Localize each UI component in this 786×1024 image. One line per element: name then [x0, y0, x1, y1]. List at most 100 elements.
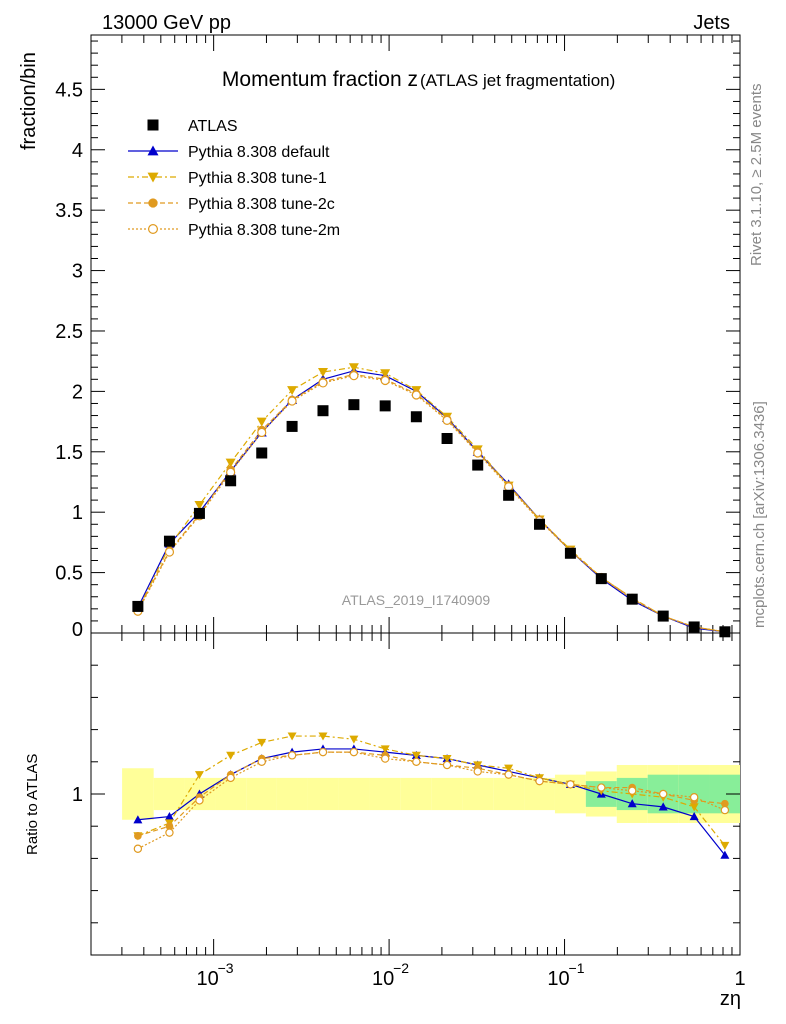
ratio-line-1 [137, 735, 726, 846]
ratio-0-point [627, 799, 637, 808]
y-tick-label: 4 [72, 140, 83, 162]
ratio-1-point [257, 738, 267, 747]
ratio-0-point [164, 812, 174, 821]
header-right: Jets [693, 12, 730, 34]
header-left: 13000 GeV pp [102, 12, 231, 34]
y-tick-label: 3 [72, 261, 83, 283]
ratio-1-point [226, 751, 236, 760]
chart-subtitle: (ATLAS jet fragmentation) [420, 71, 615, 90]
ratio-0-point [689, 812, 699, 821]
legend-marker [148, 198, 158, 208]
main-x-ticks [90, 35, 741, 633]
ratio-1-point [287, 732, 297, 741]
x-tick-label: 10 [372, 968, 394, 990]
atlas-data-point [657, 610, 669, 622]
series-1-point [256, 417, 267, 427]
ratio-1-point [380, 745, 390, 754]
y-tick-label: 3.5 [55, 200, 83, 222]
atlas-data-point [410, 411, 422, 423]
ratio-y-axis-label: Ratio to ATLAS [24, 754, 41, 855]
atlas-data-point [225, 475, 237, 487]
series-3-point [287, 396, 297, 406]
series-1-point [225, 458, 236, 468]
series-line-2 [137, 373, 725, 633]
analysis-label: ATLAS_2019_I1740909 [342, 592, 491, 608]
series-3-point [504, 482, 514, 492]
ratio-band-outer [122, 768, 154, 820]
ratio-0-point [658, 802, 668, 811]
x-tick-exponent: −2 [393, 960, 409, 976]
ratio-3-point [659, 789, 668, 799]
y-tick-label: 0.5 [55, 563, 83, 585]
atlas-data-point [626, 593, 638, 605]
atlas-data-point [472, 459, 484, 471]
ratio-3-point [380, 754, 390, 763]
series-3-point [164, 547, 175, 557]
main-y-ticks: 0 0.5 1 1.5 2 2.5 3 3.5 4 4.5 [55, 40, 740, 641]
ratio-3-point [165, 828, 174, 837]
ratio-line-2 [137, 751, 725, 837]
ratio-3-point [597, 783, 606, 792]
atlas-data-point [317, 405, 329, 417]
ratio-panel: 1 Ratio to ATLAS 10−3 10−2 10−1 1 zη [24, 632, 746, 1010]
ratio-3-point [504, 770, 513, 779]
main-data-points [132, 399, 731, 638]
ratio-y-ticks: 1 [72, 664, 740, 924]
legend-label: ATLAS [188, 118, 238, 135]
ratio-series [133, 732, 730, 859]
series-3-point [411, 390, 421, 400]
ratio-0-point [133, 815, 143, 824]
x-tick-label: 10 [197, 968, 219, 990]
ratio-band-outer [276, 777, 308, 811]
ratio-3-point [720, 805, 730, 815]
ratio-band-outer [431, 777, 463, 811]
ratio-band-outer [462, 777, 494, 811]
ratio-1-point [689, 803, 699, 812]
ratio-3-point [535, 776, 544, 786]
series-3-point [318, 378, 328, 388]
y-tick-label: 1.5 [55, 442, 83, 464]
side-label-mcplots: mcplots.cern.ch [arXiv:1306.3436] [751, 401, 768, 628]
atlas-data-point [193, 507, 205, 519]
ratio-x-ticks [90, 633, 741, 955]
ratio-line-0 [137, 748, 726, 856]
ratio-3-point [257, 757, 266, 767]
ratio-3-point [133, 844, 143, 853]
ratio-3-point [287, 751, 297, 760]
chart-title: Momentum fraction z [222, 68, 418, 91]
ratio-1-point [720, 841, 730, 851]
atlas-data-point [348, 399, 360, 411]
y-tick-label: 2 [72, 381, 83, 403]
ratio-3-point [318, 747, 328, 757]
atlas-data-point [719, 626, 731, 638]
ratio-1-point [194, 771, 204, 780]
ratio-3-point [566, 780, 575, 789]
atlas-data-point [534, 518, 546, 530]
y-tick-label: 2.5 [55, 321, 83, 343]
ratio-band-outer [307, 777, 339, 811]
y-tick-label: 0 [72, 619, 83, 641]
ratio-2-point [165, 822, 174, 831]
legend-label: Pythia 8.308 tune-2m [188, 222, 340, 239]
side-label-rivet: Rivet 3.1.10, ≥ 2.5M events [748, 84, 765, 267]
ratio-3-point [473, 767, 482, 776]
series-1-point [348, 363, 359, 373]
main-panel: 0 0.5 1 1.5 2 2.5 3 3.5 4 4.5 Momentum fraction z… [18, 34, 741, 641]
atlas-data-point [163, 535, 175, 547]
ratio-1-point [411, 751, 421, 760]
legend-marker [147, 119, 159, 131]
ratio-bands [122, 765, 740, 823]
series-3-point [226, 467, 236, 477]
series-3-point [257, 427, 267, 438]
x-tick-exponent: −1 [569, 960, 585, 976]
series-3-point [473, 448, 483, 458]
ratio-3-point [442, 760, 452, 770]
atlas-data-point [503, 489, 515, 501]
legend-label: Pythia 8.308 tune-2c [188, 196, 335, 213]
x-tick-label: 10 [547, 968, 569, 990]
legend-label: Pythia 8.308 default [188, 144, 330, 161]
series-3-point [442, 415, 452, 425]
series-line-1 [137, 366, 725, 633]
ratio-2-point [721, 799, 729, 808]
